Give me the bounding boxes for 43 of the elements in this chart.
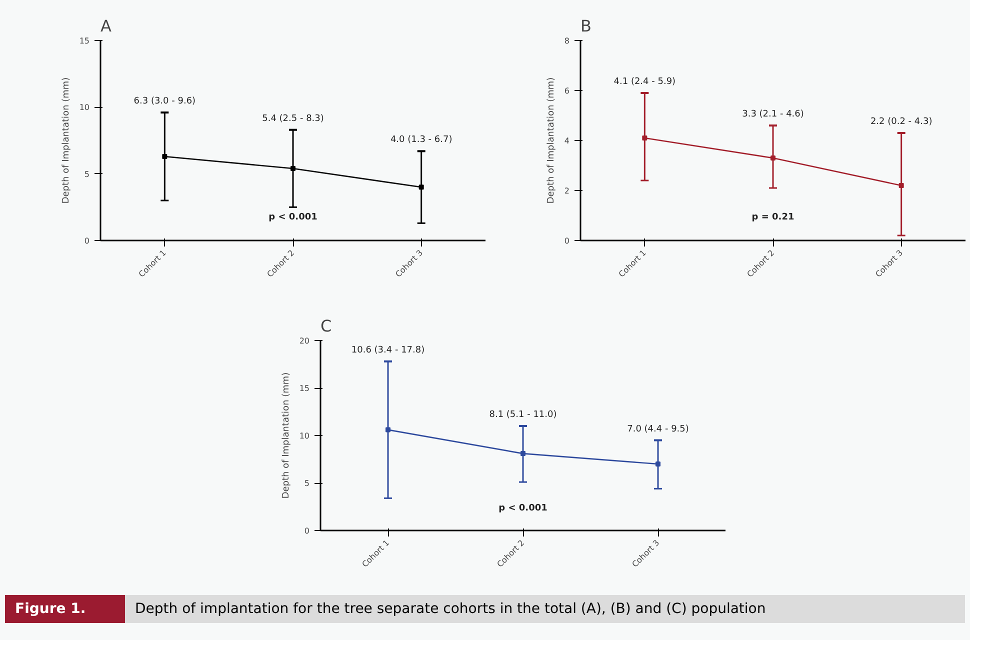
y-tick-label: 5 [84, 170, 90, 179]
y-tick-label: 10 [299, 432, 310, 440]
y-tick-label: 8 [564, 36, 570, 46]
annotation: p < 0.001 [498, 503, 548, 514]
caption: Figure 1. [5, 595, 125, 623]
y-tick-label: 6 [564, 86, 570, 96]
y-axis-title: Depth of Implantation (mm) [281, 372, 292, 499]
y-tick-label: 15 [299, 384, 310, 393]
point [418, 184, 424, 190]
annotation: 2.2 (0.2 - 4.3) [870, 117, 932, 127]
point [770, 156, 776, 160]
y-axis-title: Depth of Implantation (mm) [546, 77, 556, 204]
annotation: p = 0.21 [752, 212, 794, 222]
annotation: 7.0 (4.4 - 9.5) [627, 424, 689, 434]
y-tick-label: 4 [564, 136, 570, 146]
chart-title: A [100, 16, 112, 36]
y-tick-label: 2 [564, 186, 570, 196]
point [290, 166, 296, 171]
annotation: 3.3 (2.1 - 4.6) [742, 110, 804, 120]
point [642, 136, 648, 140]
text: Depth of implantation for the tree separate cohorts in the total (A), (B) and (C) population [125, 595, 965, 623]
y-tick-label: 0 [304, 526, 310, 536]
annotation: 10.6 (3.4 - 17.8) [351, 345, 425, 356]
annotation: 5.4 (2.5 - 8.3) [262, 114, 324, 124]
point [162, 154, 168, 159]
y-tick-label: 15 [79, 36, 90, 46]
annotation: 4.1 (2.4 - 5.9) [614, 77, 676, 87]
point [520, 451, 526, 456]
point [656, 462, 660, 466]
point [898, 183, 904, 188]
chart-title: C [320, 316, 332, 336]
annotation: 4.0 (1.3 - 6.7) [390, 135, 452, 146]
y-tick-label: 20 [299, 336, 310, 346]
y-tick-label: 0 [84, 236, 90, 246]
annotation: 6.3 (3.0 - 9.6) [134, 96, 196, 106]
chart-title: B [580, 16, 592, 36]
annotation: p < 0.001 [268, 212, 318, 222]
y-tick-label: 5 [304, 479, 310, 488]
y-axis-title: Depth of Implantation (mm) [61, 77, 72, 204]
annotation: 8.1 (5.1 - 11.0) [489, 410, 557, 420]
y-tick-label: 0 [564, 236, 570, 246]
y-tick-label: 10 [79, 103, 90, 112]
point [386, 427, 390, 432]
